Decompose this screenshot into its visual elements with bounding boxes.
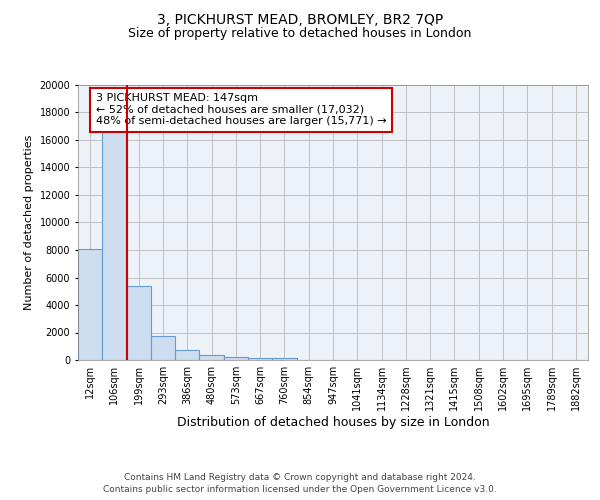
Bar — [224, 357, 248, 360]
Bar — [199, 355, 224, 360]
X-axis label: Distribution of detached houses by size in London: Distribution of detached houses by size … — [176, 416, 490, 429]
Text: Size of property relative to detached houses in London: Size of property relative to detached ho… — [128, 28, 472, 40]
Bar — [272, 358, 296, 360]
Bar — [175, 350, 199, 360]
Bar — [151, 336, 175, 360]
Text: 3 PICKHURST MEAD: 147sqm
← 52% of detached houses are smaller (17,032)
48% of se: 3 PICKHURST MEAD: 147sqm ← 52% of detach… — [96, 93, 386, 126]
Text: Contains public sector information licensed under the Open Government Licence v3: Contains public sector information licen… — [103, 485, 497, 494]
Y-axis label: Number of detached properties: Number of detached properties — [24, 135, 34, 310]
Text: 3, PICKHURST MEAD, BROMLEY, BR2 7QP: 3, PICKHURST MEAD, BROMLEY, BR2 7QP — [157, 12, 443, 26]
Bar — [78, 250, 102, 360]
Text: Contains HM Land Registry data © Crown copyright and database right 2024.: Contains HM Land Registry data © Crown c… — [124, 472, 476, 482]
Bar — [248, 358, 272, 360]
Bar — [127, 286, 151, 360]
Bar — [102, 132, 127, 360]
